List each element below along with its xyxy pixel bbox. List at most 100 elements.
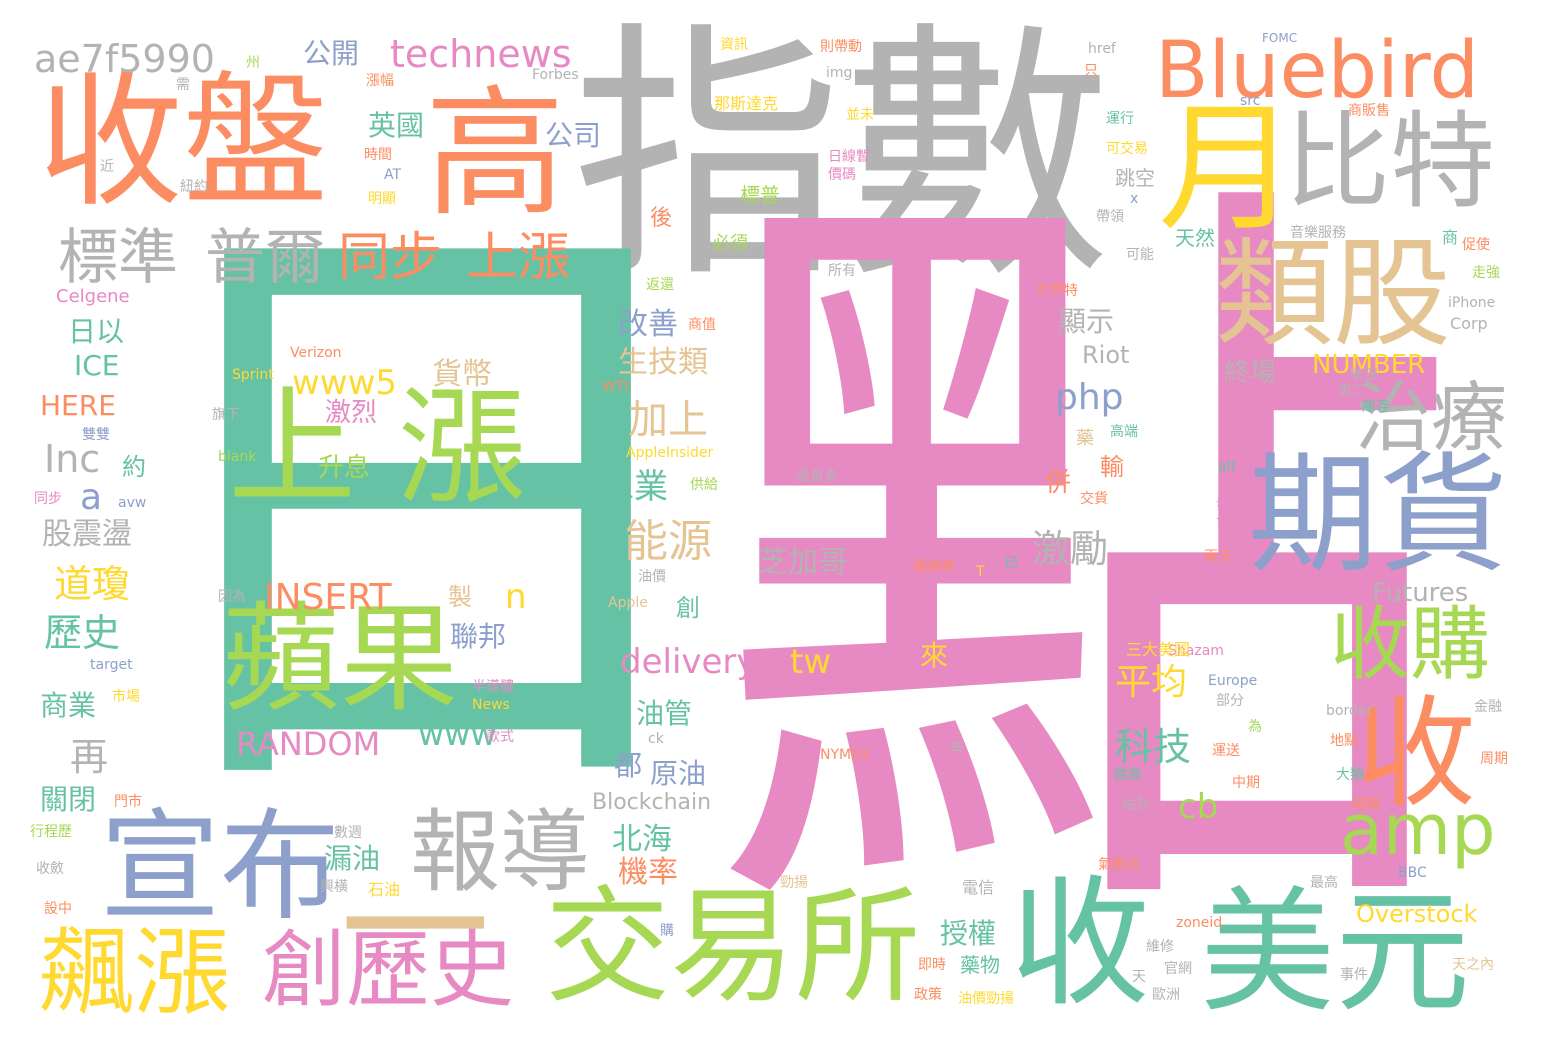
word: 英國 <box>368 109 425 142</box>
word: Inc <box>44 437 101 481</box>
word: zoneid <box>1176 915 1223 931</box>
word: 氣壓出 <box>1098 857 1140 873</box>
word: 美元 <box>1200 874 1470 1031</box>
word: 終場 <box>1224 358 1277 388</box>
word: 商業 <box>40 689 97 722</box>
word: 高端 <box>1110 424 1138 440</box>
word: 歐洲 <box>1152 987 1180 1003</box>
word: 部分 <box>1216 693 1244 709</box>
word: 製 <box>448 583 472 611</box>
word: 標普 <box>740 183 780 207</box>
word: 工業 <box>600 467 668 507</box>
word: 所有 <box>828 263 856 279</box>
word: 商值 <box>688 317 716 333</box>
word: 可能 <box>1126 247 1154 263</box>
word: 收購 <box>1330 598 1490 691</box>
word: 併 <box>1045 468 1072 498</box>
word: 類股 <box>1215 225 1452 363</box>
word: img <box>826 65 853 81</box>
word: n <box>505 577 527 617</box>
word: 旗下 <box>212 407 240 423</box>
word: 平均 <box>1115 662 1188 703</box>
word: 飆漲 <box>38 917 230 1029</box>
word: 數週 <box>334 825 362 841</box>
word: 關閉 <box>40 783 97 816</box>
word: 油管 <box>636 697 693 730</box>
word: 宣布 <box>100 798 340 937</box>
word: Shazam <box>1168 643 1224 659</box>
word: Forbes <box>532 67 579 83</box>
word: 蘋果 <box>222 590 459 728</box>
word: 收 <box>1010 863 1151 1026</box>
word: 時間 <box>364 147 392 163</box>
word: 估計 <box>1122 797 1150 813</box>
word: 即時 <box>918 957 946 973</box>
word: 油價勁揚 <box>958 991 1014 1007</box>
word: x <box>1130 191 1139 207</box>
word: 聯邦 <box>450 620 507 653</box>
word: 交易所 <box>545 875 920 1020</box>
word: 服務商 <box>914 559 956 575</box>
word: 電信 <box>962 878 995 897</box>
word: 因為 <box>218 589 246 605</box>
word: 漲 <box>398 374 527 523</box>
word: a <box>80 477 103 518</box>
word: NYMEX <box>820 747 870 763</box>
word: T <box>976 564 985 580</box>
word: avw <box>118 495 147 511</box>
word: border <box>1326 703 1373 719</box>
word: 藥物 <box>960 953 1000 977</box>
word: 上漲 <box>466 228 571 288</box>
word: amp <box>1340 789 1496 871</box>
word: 明顯 <box>368 191 396 207</box>
word: 價碼 <box>828 167 856 183</box>
word: 後 <box>650 206 673 231</box>
word: 指數 <box>572 0 1112 314</box>
word: 創歷史 <box>262 921 515 1019</box>
word: 約 <box>122 453 146 481</box>
word: 周期 <box>1480 751 1508 767</box>
word: 門市 <box>114 794 142 810</box>
word: HERE <box>40 389 116 422</box>
word: 同步 <box>338 228 443 288</box>
word: 天之內 <box>1452 957 1494 973</box>
word: 紐約 <box>180 179 208 195</box>
word: 道瓊 <box>54 562 131 606</box>
word: 藥 <box>1076 428 1094 449</box>
word: 狀況 <box>1350 367 1378 383</box>
word: 上 <box>228 374 357 523</box>
word: 加上 <box>628 397 708 443</box>
word: Celgene <box>56 286 130 307</box>
word: 中期 <box>1232 775 1260 791</box>
word: 運行 <box>1106 111 1134 127</box>
word: NUMBER <box>1312 350 1426 380</box>
word: 委員會 <box>796 469 838 485</box>
word: BBC <box>1398 865 1427 881</box>
word: 商販售 <box>1348 103 1390 119</box>
word: 高 <box>425 73 566 236</box>
word: 購 <box>660 923 674 939</box>
word: 需 <box>176 77 190 93</box>
word: 第二 <box>1338 383 1366 399</box>
word: 點 <box>706 125 1466 1009</box>
word: 促使 <box>1462 237 1490 253</box>
word: 漲幅 <box>366 73 394 89</box>
word: 那斯達克 <box>714 94 779 113</box>
word: 科技 <box>1115 725 1192 769</box>
word: 會議 <box>1216 515 1244 531</box>
word: 漏油 <box>324 842 381 875</box>
word: 勁揚 <box>780 875 808 891</box>
word: AppleInsider <box>626 445 714 461</box>
word: 供給 <box>690 477 718 493</box>
word: 政策 <box>914 987 942 1003</box>
word: News <box>472 697 510 713</box>
word: ck <box>648 731 664 747</box>
word: blank <box>218 449 257 465</box>
word: 官網 <box>1164 961 1192 977</box>
word: 公司 <box>545 119 602 152</box>
word: 年 <box>950 741 964 757</box>
word: 收 <box>1356 685 1476 824</box>
word: alt <box>1218 459 1236 475</box>
word: 維修 <box>1146 939 1174 955</box>
word: 金融 <box>1474 699 1502 715</box>
